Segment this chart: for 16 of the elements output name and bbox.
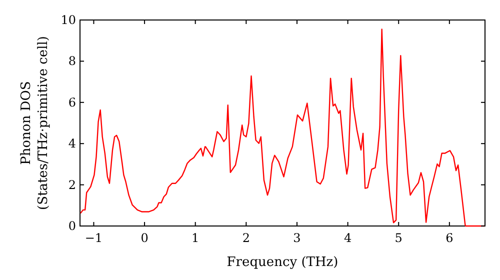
x-tick-label: 1	[192, 231, 200, 245]
x-tick-label: 2	[242, 231, 250, 245]
y-tick-label: 6	[68, 95, 76, 110]
x-tick-label: 4	[344, 231, 352, 245]
x-tick-label: 3	[293, 231, 301, 245]
x-tick-label: 0	[140, 231, 148, 245]
x-tick-label: 5	[394, 231, 402, 245]
y-tick-label: 10	[60, 13, 76, 27]
x-tick-label: −1	[84, 231, 103, 245]
y-axis-title: Phonon DOS (States/THz·primitive cell)	[19, 36, 51, 210]
y-tick-label: 2	[68, 178, 76, 192]
y-tick-label: 4	[68, 136, 76, 151]
x-tick-label: 6	[446, 231, 454, 245]
y-tick-label: 0	[68, 219, 76, 233]
x-axis-title: Frequency (THz)	[226, 255, 338, 270]
y-tick-label: 8	[68, 54, 76, 68]
